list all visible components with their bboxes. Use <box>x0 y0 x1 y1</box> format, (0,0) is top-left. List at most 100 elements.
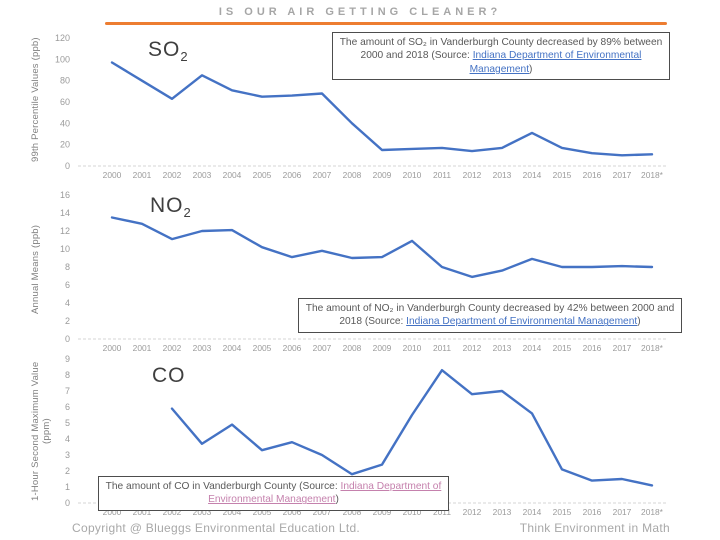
co-label-text: CO <box>152 364 186 387</box>
no2-annotation-text: The amount of NO₂ in Vanderburgh County … <box>305 303 675 328</box>
no2-y-tick-label: 0 <box>65 334 70 344</box>
so2-source-link[interactable]: Indiana Department of Environmental Mana… <box>469 50 642 75</box>
no2-y-tick-label: 16 <box>60 190 70 200</box>
so2-y-tick-label: 40 <box>60 118 70 128</box>
co-x-tick-label: 2007 <box>313 507 332 517</box>
co-x-tick-label: 2000 <box>103 507 122 517</box>
so2-y-tick-label: 60 <box>60 97 70 107</box>
so2-x-tick-label: 2015 <box>553 170 572 180</box>
so2-y-tick-label: 120 <box>55 33 70 43</box>
so2-annotation-box: The amount of SO₂ in Vanderburgh County … <box>332 32 670 81</box>
no2-x-tick-label: 2006 <box>283 343 302 353</box>
so2-label-text: SO <box>148 38 181 61</box>
so2-line-chart: 0 20 40 60 80 100 120 2000 2001 2002 2003 2004 2005 2… <box>55 33 668 180</box>
no2-x-tick-label: 2000 <box>103 343 122 353</box>
no2-y-tick-label: 10 <box>60 244 70 254</box>
co-y-tick-label: 5 <box>65 418 70 428</box>
no2-annotation-box: The amount of NO₂ in Vanderburgh County … <box>298 298 682 333</box>
co-annotation-close: ) <box>335 494 339 506</box>
so2-y-tick-label: 0 <box>65 161 70 171</box>
co-y-tick-label: 8 <box>65 370 70 380</box>
co-x-tick-label: 2005 <box>253 507 272 517</box>
so2-x-tick-label: 2006 <box>283 170 302 180</box>
so2-x-tick-label: 2005 <box>253 170 272 180</box>
no2-x-tick-label: 2016 <box>583 343 602 353</box>
so2-x-tick-label: 2007 <box>313 170 332 180</box>
so2-y-tick-label: 80 <box>60 76 70 86</box>
co-x-tick-label: 2003 <box>193 507 212 517</box>
co-y-tick-label: 3 <box>65 450 70 460</box>
co-y-tick-label: 9 <box>65 355 70 364</box>
co-x-tick-label: 2016 <box>583 507 602 517</box>
no2-x-tick-label: 2014 <box>523 343 542 353</box>
co-x-tick-label: 2018* <box>641 507 664 517</box>
so2-x-tick-label: 2014 <box>523 170 542 180</box>
so2-x-tick-label: 2016 <box>583 170 602 180</box>
co-source-link[interactable]: Indiana Department of Environmental Mana… <box>208 481 442 506</box>
so2-x-tick-label: 2002 <box>163 170 182 180</box>
so2-label-subscript: 2 <box>180 49 189 65</box>
no2-x-tick-label: 2012 <box>463 343 482 353</box>
so2-annotation-text: The amount of SO₂ in Vanderburgh County … <box>339 37 663 62</box>
no2-x-tick-label: 2004 <box>223 343 242 353</box>
page-title: IS OUR AIR GETTING CLEANER? <box>218 6 502 18</box>
no2-x-tick-label: 2007 <box>313 343 332 353</box>
so2-x-tick-label: 2000 <box>103 170 122 180</box>
co-annotation-text: The amount of CO in Vanderburgh County (… <box>105 481 341 492</box>
co-x-tick-label: 2002 <box>163 507 182 517</box>
no2-line-chart: 0 2 4 6 8 10 12 14 16 2000 2001 2002 2003 2004 2005 200… <box>60 190 668 353</box>
so2-annotation-close: ) <box>529 63 533 75</box>
no2-x-tick-label: 2011 <box>433 343 451 353</box>
so2-x-tick-label: 2013 <box>493 170 512 180</box>
no2-y-tick-label: 2 <box>65 316 70 326</box>
co-y-tick-label: 2 <box>65 466 70 476</box>
co-x-tick-label: 2001 <box>133 507 152 517</box>
co-x-tick-label: 2011 <box>433 507 451 517</box>
no2-chart-label: NO2 <box>150 194 192 220</box>
co-y-tick-label: 4 <box>65 434 70 444</box>
co-x-tick-label: 2014 <box>523 507 542 517</box>
so2-x-tick-label: 2004 <box>223 170 242 180</box>
so2-x-tick-label: 2008 <box>343 170 362 180</box>
so2-x-tick-label: 2011 <box>433 170 451 180</box>
co-x-tick-label: 2008 <box>343 507 362 517</box>
co-annotation-box: The amount of CO in Vanderburgh County (… <box>98 476 449 511</box>
co-x-tick-label: 2015 <box>553 507 572 517</box>
co-x-tick-label: 2013 <box>493 507 512 517</box>
co-y-tick-label: 6 <box>65 402 70 412</box>
so2-x-tick-label: 2001 <box>133 170 152 180</box>
footer-tagline: Think Environment in Math <box>519 521 670 535</box>
no2-x-tick-label: 2015 <box>553 343 572 353</box>
no2-x-tick-label: 2002 <box>163 343 182 353</box>
no2-data-line <box>110 216 654 279</box>
no2-x-tick-label: 2009 <box>373 343 392 353</box>
so2-x-tick-label: 2012 <box>463 170 482 180</box>
so2-data-line <box>110 61 654 157</box>
co-data-line <box>170 369 654 487</box>
co-x-tick-label: 2017 <box>613 507 632 517</box>
co-y-tick-label: 7 <box>65 386 70 396</box>
no2-x-tick-label: 2008 <box>343 343 362 353</box>
co-x-tick-label: 2004 <box>223 507 242 517</box>
no2-label-subscript: 2 <box>183 205 192 221</box>
so2-y-tick-label: 100 <box>55 54 70 64</box>
co-x-tick-label: 2010 <box>403 507 422 517</box>
co-x-tick-label: 2006 <box>283 507 302 517</box>
no2-source-link[interactable]: Indiana Department of Environmental Mana… <box>406 316 638 328</box>
no2-x-tick-label: 2005 <box>253 343 272 353</box>
so2-x-tick-label: 2003 <box>193 170 212 180</box>
no2-x-tick-label: 2018* <box>641 343 664 353</box>
no2-x-tick-label: 2003 <box>193 343 212 353</box>
footer-copyright: Copyright @ Blueggs Environmental Educat… <box>72 521 361 535</box>
no2-y-tick-label: 12 <box>60 226 70 236</box>
no2-x-tick-label: 2010 <box>403 343 422 353</box>
so2-x-tick-label: 2017 <box>613 170 632 180</box>
no2-x-tick-label: 2017 <box>613 343 632 353</box>
no2-y-tick-label: 4 <box>65 298 70 308</box>
title-rule <box>105 22 667 25</box>
co-x-tick-label: 2012 <box>463 507 482 517</box>
no2-y-tick-label: 14 <box>60 208 70 218</box>
no2-label-text: NO <box>150 194 184 217</box>
co-y-tick-label: 1 <box>65 482 70 492</box>
